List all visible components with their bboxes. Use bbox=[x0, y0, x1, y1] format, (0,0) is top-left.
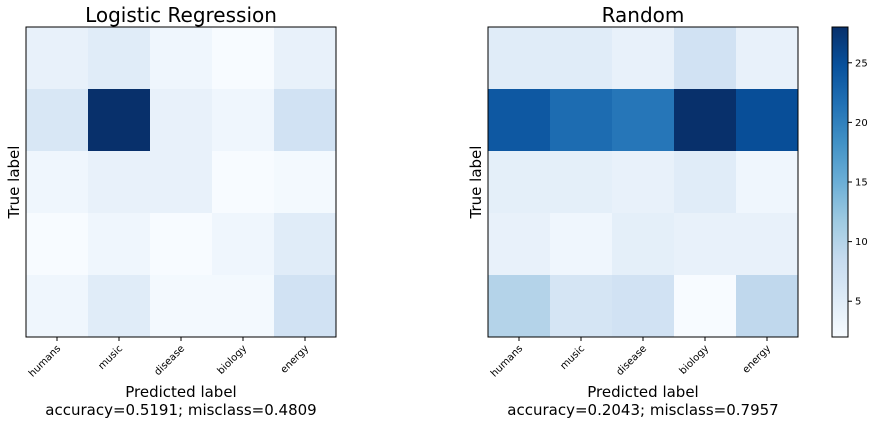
heatmap-cells bbox=[488, 27, 799, 338]
heatmap-cell bbox=[212, 213, 275, 276]
heatmap-cell bbox=[550, 275, 613, 338]
heatmap-cell bbox=[274, 27, 337, 90]
x-tick-label: humans bbox=[27, 343, 63, 379]
x-tick-label: disease bbox=[152, 343, 187, 378]
x-axis-label: Predicted label bbox=[587, 383, 698, 401]
y-axis-label: True label bbox=[467, 146, 485, 220]
heatmap-cell bbox=[274, 89, 337, 152]
heatmap-cell bbox=[274, 151, 337, 214]
heatmap-cell bbox=[736, 27, 799, 90]
heatmap-cell bbox=[674, 213, 737, 276]
x-tick-label: biology bbox=[678, 343, 712, 377]
x-tick-label: music bbox=[96, 343, 125, 372]
heatmap-cell bbox=[488, 89, 551, 152]
x-tick-label: energy bbox=[279, 343, 311, 375]
panel-logistic-regression: Logistic Regression humans music disease bi… bbox=[5, 3, 337, 419]
heatmap-cell bbox=[88, 27, 151, 90]
heatmap-cell bbox=[550, 27, 613, 90]
y-axis-label: True label bbox=[5, 146, 23, 220]
heatmap-cell bbox=[674, 151, 737, 214]
heatmap-cell bbox=[736, 151, 799, 214]
heatmap-cell bbox=[488, 213, 551, 276]
heatmap-cell bbox=[212, 275, 275, 338]
heatmap-cell bbox=[212, 151, 275, 214]
heatmap-cell bbox=[674, 89, 737, 152]
colorbar-tick-label: 10 bbox=[855, 237, 868, 248]
colorbar-gradient bbox=[831, 26, 849, 338]
heatmap-cell bbox=[488, 27, 551, 90]
heatmap-cell bbox=[488, 275, 551, 338]
heatmap-cell bbox=[26, 151, 89, 214]
heatmap-cell bbox=[674, 275, 737, 338]
heatmap-cell bbox=[88, 275, 151, 338]
x-tick-label: energy bbox=[741, 343, 773, 375]
heatmap-cell bbox=[150, 27, 213, 90]
heatmap-cell bbox=[612, 151, 675, 214]
heatmap-cell bbox=[550, 151, 613, 214]
heatmap-cell bbox=[88, 213, 151, 276]
heatmap-cell bbox=[550, 89, 613, 152]
heatmap-cell bbox=[550, 213, 613, 276]
colorbar-tick-label: 20 bbox=[855, 118, 868, 129]
colorbar-tick-label: 15 bbox=[855, 178, 868, 189]
colorbar-tick-label: 5 bbox=[855, 297, 861, 308]
x-tick-labels: humans music disease biology energy bbox=[489, 337, 773, 379]
x-axis-label: Predicted label bbox=[125, 383, 236, 401]
heatmap-cell bbox=[88, 151, 151, 214]
heatmap-cell bbox=[212, 89, 275, 152]
heatmap-cell bbox=[736, 89, 799, 152]
heatmap-cell bbox=[26, 27, 89, 90]
colorbar-ticks: 5 10 15 20 25 bbox=[848, 58, 868, 308]
heatmap-cell bbox=[612, 275, 675, 338]
x-tick-label: disease bbox=[614, 343, 649, 378]
heatmap-cell bbox=[26, 275, 89, 338]
heatmap-cell bbox=[150, 151, 213, 214]
panel-random: Random humans music disease biology energy T… bbox=[467, 3, 799, 419]
heatmap-cell bbox=[212, 27, 275, 90]
heatmap-cell bbox=[88, 89, 151, 152]
heatmap-cell bbox=[674, 27, 737, 90]
heatmap-cell bbox=[150, 213, 213, 276]
heatmap-cell bbox=[274, 275, 337, 338]
x-tick-label: biology bbox=[216, 343, 250, 377]
heatmap-cell bbox=[736, 275, 799, 338]
colorbar: 5 10 15 20 25 bbox=[831, 26, 868, 338]
heatmap-cell bbox=[612, 27, 675, 90]
heatmap-cell bbox=[150, 275, 213, 338]
x-tick-labels: humans music disease biology energy bbox=[27, 337, 311, 379]
x-tick-label: humans bbox=[489, 343, 525, 379]
heatmap-cell bbox=[612, 213, 675, 276]
heatmap-cell bbox=[274, 213, 337, 276]
heatmap-cell bbox=[488, 151, 551, 214]
heatmap-cells bbox=[26, 27, 337, 338]
heatmap-cell bbox=[150, 89, 213, 152]
heatmap-cell bbox=[736, 213, 799, 276]
accuracy-summary: accuracy=0.5191; misclass=0.4809 bbox=[45, 401, 316, 419]
panel-title: Random bbox=[602, 3, 685, 27]
panel-title: Logistic Regression bbox=[85, 3, 277, 27]
heatmap-cell bbox=[612, 89, 675, 152]
heatmap-cell bbox=[26, 213, 89, 276]
accuracy-summary: accuracy=0.2043; misclass=0.7957 bbox=[507, 401, 778, 419]
x-tick-label: music bbox=[558, 343, 587, 372]
heatmap-cell bbox=[26, 89, 89, 152]
colorbar-tick-label: 25 bbox=[855, 58, 868, 69]
